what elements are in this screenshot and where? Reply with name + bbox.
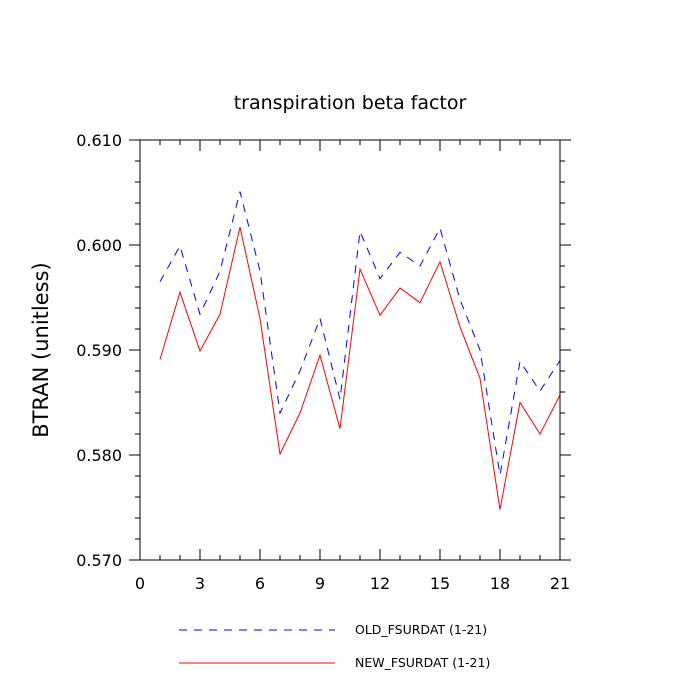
y-tick-label: 0.600 [76,236,122,255]
series-line-new-fsurdat [159,226,561,510]
x-tick-label: 0 [135,574,145,593]
y-axis-label: BTRAN (unitless) [29,262,53,437]
legend-label: OLD_FSURDAT (1-21) [355,622,487,637]
legend: OLD_FSURDAT (1-21) NEW_FSURDAT (1-21) [179,622,490,670]
axis-ticks [129,139,571,561]
x-tick-label: 9 [315,574,325,593]
axis-tick-labels: 0 3 6 9 12 15 18 21 0.570 0.580 0.590 0.600 0.610 [76,131,570,593]
x-tick-label: 3 [195,574,205,593]
chart-title: transpiration beta factor [234,92,467,114]
x-tick-label: 21 [550,574,570,593]
y-tick-label: 0.570 [76,551,122,570]
plot-frame [139,139,561,561]
x-tick-label: 15 [430,574,450,593]
legend-label: NEW_FSURDAT (1-21) [355,655,490,670]
x-tick-label: 18 [490,574,510,593]
y-tick-label: 0.590 [76,341,122,360]
y-tick-label: 0.610 [76,131,122,150]
x-tick-label: 6 [255,574,265,593]
series-line-old-fsurdat [159,191,561,476]
series-lines [159,191,561,510]
x-tick-label: 12 [370,574,390,593]
y-tick-label: 0.580 [76,446,122,465]
